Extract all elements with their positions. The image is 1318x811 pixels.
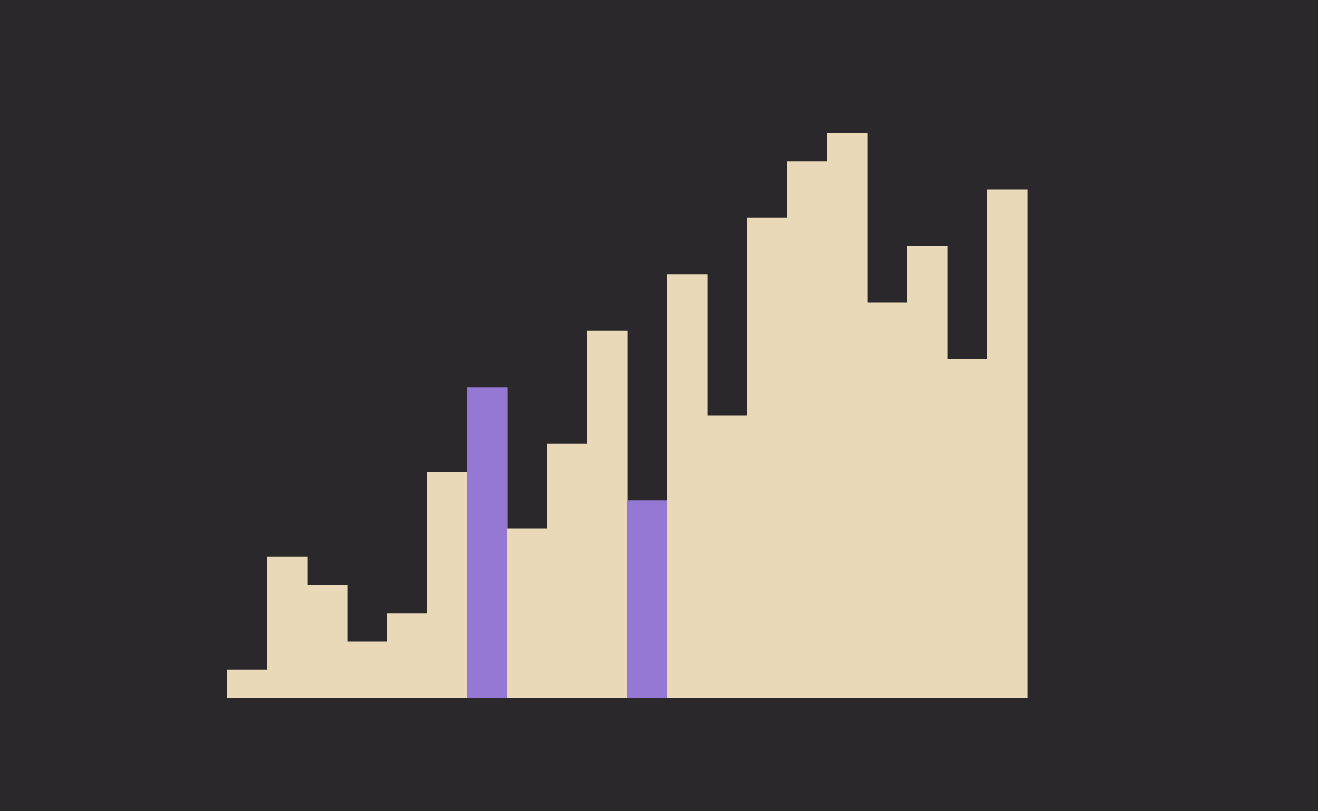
- bar: [747, 217, 788, 698]
- bar: [987, 189, 1028, 698]
- highlighted-bar: [467, 387, 508, 698]
- bar: [507, 528, 548, 698]
- bar-group: [227, 133, 1028, 698]
- bar: [587, 330, 628, 698]
- bar: [227, 669, 268, 698]
- bar: [347, 641, 388, 698]
- bar: [947, 359, 988, 698]
- bar: [707, 415, 748, 698]
- bar: [667, 274, 708, 698]
- bar: [867, 302, 908, 698]
- highlighted-bar: [627, 500, 668, 698]
- bar: [907, 246, 948, 698]
- bar: [387, 613, 428, 698]
- bar: [427, 472, 468, 698]
- bar: [307, 585, 348, 698]
- bar: [267, 556, 308, 698]
- bar: [547, 443, 588, 698]
- bar: [827, 133, 868, 698]
- bar: [787, 161, 828, 698]
